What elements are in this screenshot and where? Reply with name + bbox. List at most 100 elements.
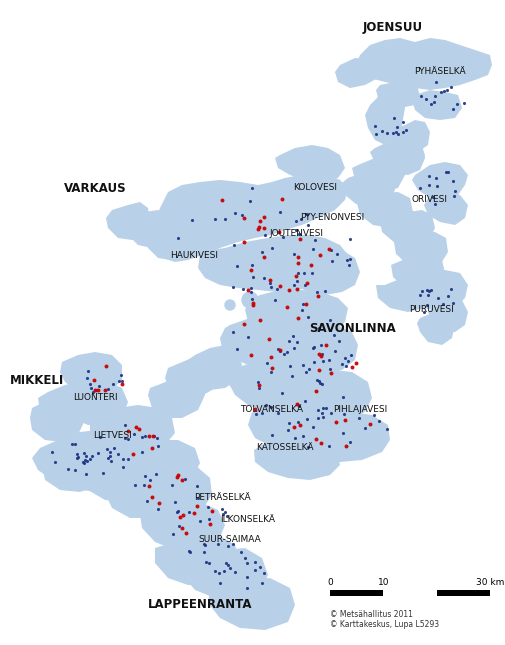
Point	[302, 299, 310, 309]
Point	[352, 358, 361, 368]
Point	[243, 583, 251, 593]
Point	[185, 546, 193, 556]
Point	[64, 464, 72, 474]
Point	[205, 514, 213, 524]
Point	[316, 378, 324, 388]
Point	[432, 172, 440, 183]
Point	[383, 424, 391, 435]
Point	[252, 409, 260, 419]
Point	[211, 213, 219, 224]
Point	[318, 408, 326, 419]
Text: 0: 0	[327, 578, 333, 587]
Polygon shape	[388, 120, 430, 152]
Polygon shape	[198, 235, 348, 292]
Point	[383, 128, 391, 138]
Point	[231, 567, 239, 577]
Point	[71, 464, 79, 475]
Point	[303, 413, 311, 424]
Point	[260, 223, 268, 233]
Polygon shape	[254, 438, 340, 480]
Circle shape	[242, 292, 258, 308]
Point	[345, 254, 353, 264]
Text: JOENSUU: JOENSUU	[363, 21, 423, 34]
Point	[240, 319, 248, 329]
Polygon shape	[376, 82, 420, 108]
Polygon shape	[105, 470, 180, 518]
Point	[321, 286, 329, 296]
Point	[311, 235, 319, 246]
Point	[295, 401, 303, 412]
Point	[82, 456, 90, 466]
Point	[71, 439, 79, 449]
Point	[431, 199, 439, 209]
Polygon shape	[370, 138, 425, 175]
Point	[226, 562, 234, 573]
Point	[342, 441, 350, 451]
Point	[131, 481, 139, 491]
Polygon shape	[391, 253, 445, 291]
Polygon shape	[62, 448, 128, 492]
Point	[96, 432, 104, 442]
Point	[306, 363, 314, 373]
Point	[257, 315, 265, 325]
Text: PIHLAJAVESI: PIHLAJAVESI	[333, 406, 387, 415]
Point	[106, 447, 114, 457]
Polygon shape	[140, 502, 225, 550]
Point	[105, 453, 113, 463]
Point	[315, 349, 323, 359]
Point	[420, 306, 428, 317]
Polygon shape	[155, 535, 240, 585]
Point	[335, 335, 343, 346]
Point	[293, 284, 301, 294]
Point	[178, 475, 186, 485]
Point	[325, 244, 333, 254]
Point	[292, 276, 300, 286]
Polygon shape	[357, 192, 413, 228]
Polygon shape	[106, 202, 150, 240]
Point	[82, 469, 90, 479]
Point	[443, 167, 451, 177]
Polygon shape	[412, 270, 468, 312]
Point	[241, 553, 249, 563]
Point	[318, 379, 326, 390]
Point	[206, 519, 214, 529]
Point	[433, 181, 441, 192]
Point	[313, 375, 321, 386]
Circle shape	[274, 312, 286, 324]
Point	[87, 451, 95, 461]
Point	[319, 403, 327, 413]
Point	[124, 454, 132, 464]
Point	[313, 287, 321, 297]
Point	[318, 349, 326, 359]
Polygon shape	[90, 405, 175, 452]
Point	[289, 249, 297, 259]
Point	[399, 117, 407, 128]
Point	[444, 290, 452, 301]
Text: KOLOVESI: KOLOVESI	[293, 183, 337, 192]
Point	[339, 428, 347, 438]
Point	[130, 429, 138, 439]
Point	[293, 337, 301, 347]
Polygon shape	[358, 38, 492, 90]
Text: 30 km: 30 km	[476, 578, 504, 587]
Point	[450, 190, 458, 201]
Point	[266, 278, 274, 288]
Point	[309, 422, 317, 432]
Polygon shape	[275, 145, 345, 182]
Point	[87, 382, 95, 393]
Text: MIKKELI: MIKKELI	[10, 373, 64, 386]
Text: SUUR-SAIMAA: SUUR-SAIMAA	[198, 535, 262, 544]
Point	[181, 473, 189, 484]
Point	[267, 367, 275, 377]
Point	[91, 384, 99, 395]
Point	[345, 260, 353, 270]
Point	[214, 539, 222, 549]
Polygon shape	[83, 458, 152, 502]
Point	[108, 456, 116, 466]
Point	[229, 539, 237, 550]
Point	[325, 355, 333, 365]
Polygon shape	[152, 172, 348, 262]
Point	[81, 455, 89, 465]
Point	[278, 194, 286, 204]
Point	[141, 471, 149, 481]
